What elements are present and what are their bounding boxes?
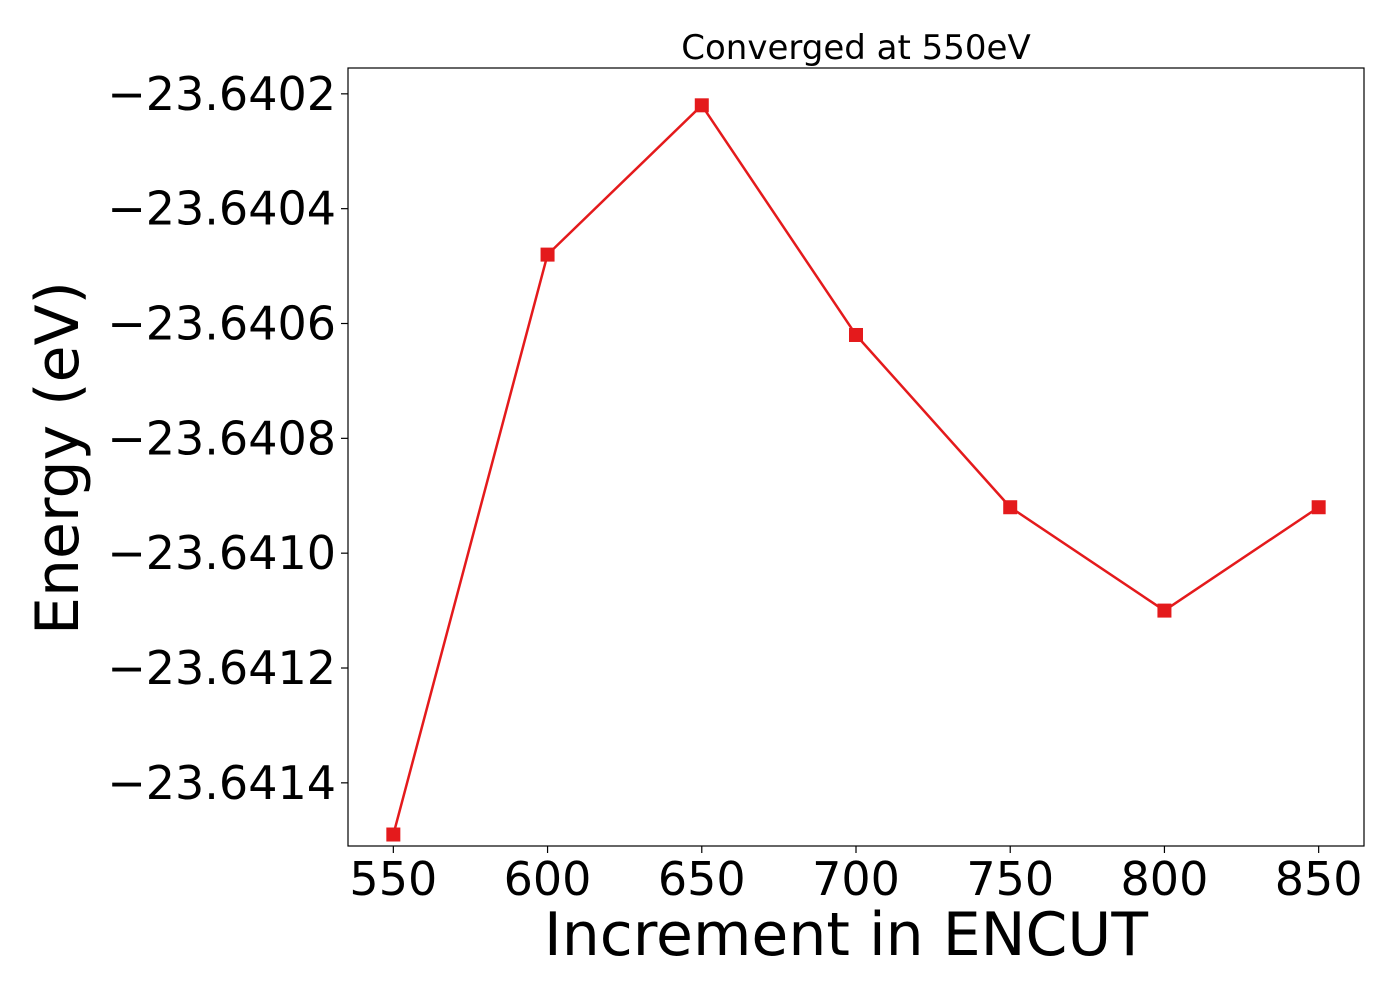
- x-tick-label: 550: [349, 852, 437, 906]
- data-point-marker: [849, 327, 863, 342]
- x-tick-label: 750: [966, 852, 1054, 906]
- data-point-marker: [1311, 500, 1326, 515]
- y-tick-label: −23.6402: [107, 67, 336, 121]
- y-tick-label: −23.6410: [107, 526, 336, 580]
- y-tick-label: −23.6414: [107, 756, 336, 810]
- x-axis-label: Increment in ENCUT: [544, 900, 1148, 970]
- x-tick-label: 650: [658, 852, 746, 906]
- x-tick-label: 600: [504, 852, 592, 906]
- x-tick-label: 700: [812, 852, 900, 906]
- data-point-marker: [694, 98, 709, 113]
- data-point-marker: [1157, 603, 1172, 618]
- data-point-marker: [1003, 500, 1018, 515]
- y-tick-label: −23.6404: [107, 182, 336, 236]
- y-tick-label: −23.6408: [107, 411, 336, 465]
- x-tick-label: 800: [1121, 852, 1209, 906]
- chart-title: Converged at 550eV: [681, 28, 1030, 68]
- series-group: [386, 98, 1326, 842]
- x-tick-label: 850: [1275, 852, 1363, 906]
- y-axis-label: Energy (eV): [23, 281, 93, 635]
- axes: 550 600 650 700 750 800 850 −23.6402 −23.6404 −23…: [107, 67, 1365, 906]
- data-point-marker: [540, 247, 555, 262]
- data-point-marker: [386, 827, 401, 842]
- y-tick-label: −23.6406: [107, 297, 336, 351]
- y-tick-label: −23.6412: [107, 641, 336, 695]
- series-line: [392, 104, 1320, 835]
- plot-frame: [347, 67, 1365, 847]
